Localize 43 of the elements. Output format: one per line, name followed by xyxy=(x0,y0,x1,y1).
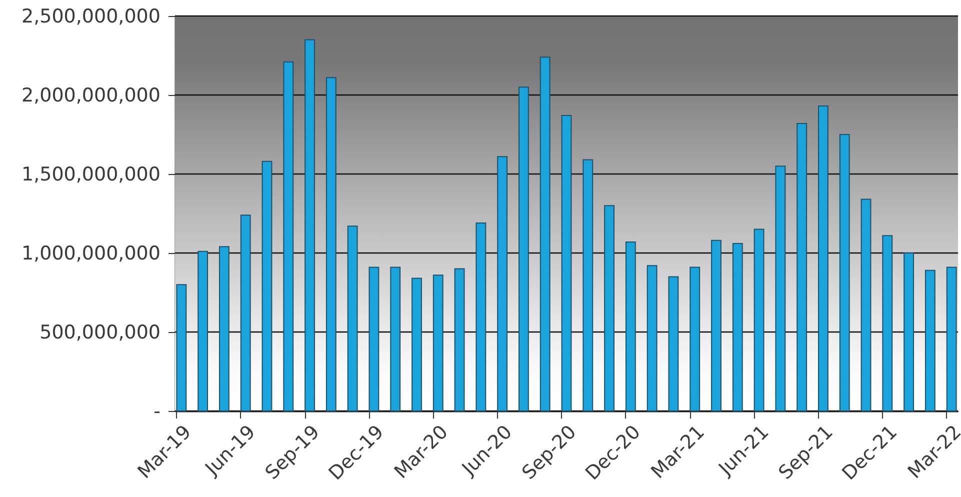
y-tick-label: 1,000,000,000 xyxy=(21,242,160,264)
bar xyxy=(432,274,444,412)
bar xyxy=(668,276,679,412)
bar xyxy=(732,243,743,412)
bar xyxy=(198,250,208,412)
bar xyxy=(582,159,594,412)
bar xyxy=(497,156,508,412)
bar xyxy=(796,122,808,412)
bar xyxy=(347,226,358,412)
bar xyxy=(924,270,936,412)
bar xyxy=(412,278,422,412)
bar xyxy=(368,266,380,412)
bar xyxy=(476,222,486,412)
bar xyxy=(625,241,636,412)
y-tick-label: - xyxy=(154,400,160,422)
bar xyxy=(860,198,872,412)
bar xyxy=(518,86,529,412)
bar xyxy=(219,246,230,412)
bar xyxy=(561,115,572,412)
bar xyxy=(904,252,914,412)
bar xyxy=(326,77,336,412)
bar xyxy=(176,284,187,412)
bar xyxy=(240,214,251,412)
bar xyxy=(646,265,658,412)
y-tick-label: 2,000,000,000 xyxy=(21,84,160,106)
bar xyxy=(304,39,315,412)
bar xyxy=(839,134,850,412)
bar xyxy=(690,266,700,412)
bar xyxy=(818,106,828,412)
bar xyxy=(262,160,272,412)
bar xyxy=(754,228,764,412)
bar xyxy=(711,240,722,412)
bar xyxy=(283,61,294,412)
y-tick-label: 2,500,000,000 xyxy=(21,6,160,28)
y-tick-label: 500,000,000 xyxy=(40,322,160,344)
bar xyxy=(454,268,465,412)
bar xyxy=(946,266,957,412)
bar xyxy=(604,205,614,412)
y-tick-label: 1,500,000,000 xyxy=(21,164,160,186)
bar xyxy=(540,56,550,412)
bar xyxy=(882,235,893,412)
bar xyxy=(390,266,401,412)
bar xyxy=(775,166,786,412)
